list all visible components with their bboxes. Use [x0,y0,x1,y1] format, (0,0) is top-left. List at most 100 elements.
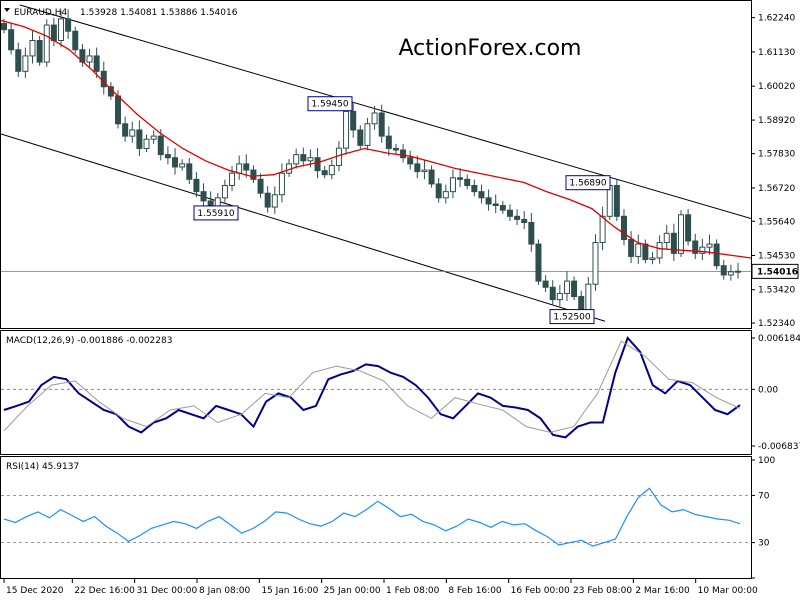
price-annotations: 1.59450 1.55910 1.56890 1.52500 [193,96,611,325]
candle-body [528,221,535,245]
candle-body [229,172,236,186]
candle-body [392,147,399,151]
candle-body [628,238,635,257]
candle-body [72,30,79,51]
candle-body [293,154,300,165]
candle-body [385,135,392,149]
candle-body [670,232,677,254]
candle-body [364,123,371,146]
price-callout-label: 1.55910 [197,209,234,219]
candle-body [150,135,157,140]
lower-channel-line [1,133,606,322]
price-plot [1,4,751,322]
candle-body [535,243,542,282]
candle-body [635,243,642,257]
upper-channel-line [19,4,751,219]
candle-body [492,203,499,207]
candle-body [250,169,257,180]
candle-body [321,170,328,176]
price-tick-label: 1.54530 [758,252,795,262]
candle-body [264,192,271,208]
rsi-tick-label: 100 [758,456,775,466]
current-price-label: 1.54016 [757,267,798,277]
candle-body [172,157,179,168]
collapse-triangle-icon[interactable] [4,8,10,12]
candle-body [378,112,385,137]
candle-body [50,24,57,41]
candle-body [357,129,364,146]
candle-body [400,149,407,159]
price-tick-label: 1.61130 [758,48,795,58]
symbol-label: EURAUD,H4 [14,8,67,18]
candle-body [727,271,734,276]
candle-body [471,184,478,193]
candle-body [571,280,578,298]
candle-body [193,178,200,193]
candle-body [122,123,129,137]
macd-tick-label: 0.00 [758,385,778,395]
candle-body [136,129,143,149]
candle-body [620,215,627,240]
time-tick-label: 25 Jan 00:00 [324,586,381,596]
candle-body [129,129,136,137]
time-tick-label: 8 Feb 16:00 [448,586,502,596]
candle-body [685,214,692,242]
candle-body [649,257,656,261]
rsi-label: RSI(14) 45.9137 [6,462,79,472]
price-callout-box [193,205,239,221]
watermark-text: ActionForex.com [399,36,582,61]
price-tick-label: 1.52340 [758,319,795,329]
candle-body [1,23,7,31]
candle-body [421,169,428,173]
price-callout-label: 1.52500 [553,313,590,323]
rsi-line [3,487,741,547]
candle-body [278,172,285,196]
axes: 1.62240 1.61130 1.60020 1.58920 1.57830 1.567… [3,14,800,596]
candle-body [257,178,264,194]
candle-body [485,197,492,205]
candle-body [93,55,100,72]
candle-body [514,215,521,220]
candle-body [542,280,549,288]
candle-body [464,178,471,186]
macd-tick-label: 0.006184 [758,334,800,344]
candle-body [499,205,506,211]
time-tick-label: 16 Feb 00:00 [511,586,570,596]
candle-body [442,191,449,199]
candle-body [15,49,22,72]
price-tick-label: 1.55640 [758,217,795,227]
macd-label: MACD(12,26,9) -0.001886 -0.002283 [6,336,172,346]
current-price-box [751,263,799,279]
candle-body [663,232,670,244]
macd-plot [1,335,751,439]
candle-body [328,164,335,176]
rsi-plot [1,487,751,547]
candle-body [656,242,663,259]
candle-body [706,243,713,248]
candle-body [642,243,649,261]
time-tick-label: 31 Dec 00:00 [137,586,198,596]
candle-body [200,191,207,202]
candle-body [307,157,314,162]
price-tick-label: 1.58920 [758,116,795,126]
macd-pane-frame [0,330,752,455]
candle-body [549,286,556,301]
candle-body [428,169,435,185]
candle-body [592,242,599,285]
candle-body [343,110,350,149]
candle-body [692,240,699,254]
price-callout-box [307,96,353,112]
candle-body [29,39,36,57]
time-tick-label: 15 Dec 2020 [6,586,64,596]
candle-body [179,163,186,168]
candle-body [243,163,250,171]
candle-body [613,184,620,217]
candle-body [414,163,421,173]
macd-main-line [3,335,741,439]
candle-body [563,280,570,294]
time-tick-label: 23 Feb 08:00 [573,586,632,596]
time-tick-label: 1 Feb 08:00 [386,586,440,596]
rsi-tick-label: 70 [758,491,770,501]
